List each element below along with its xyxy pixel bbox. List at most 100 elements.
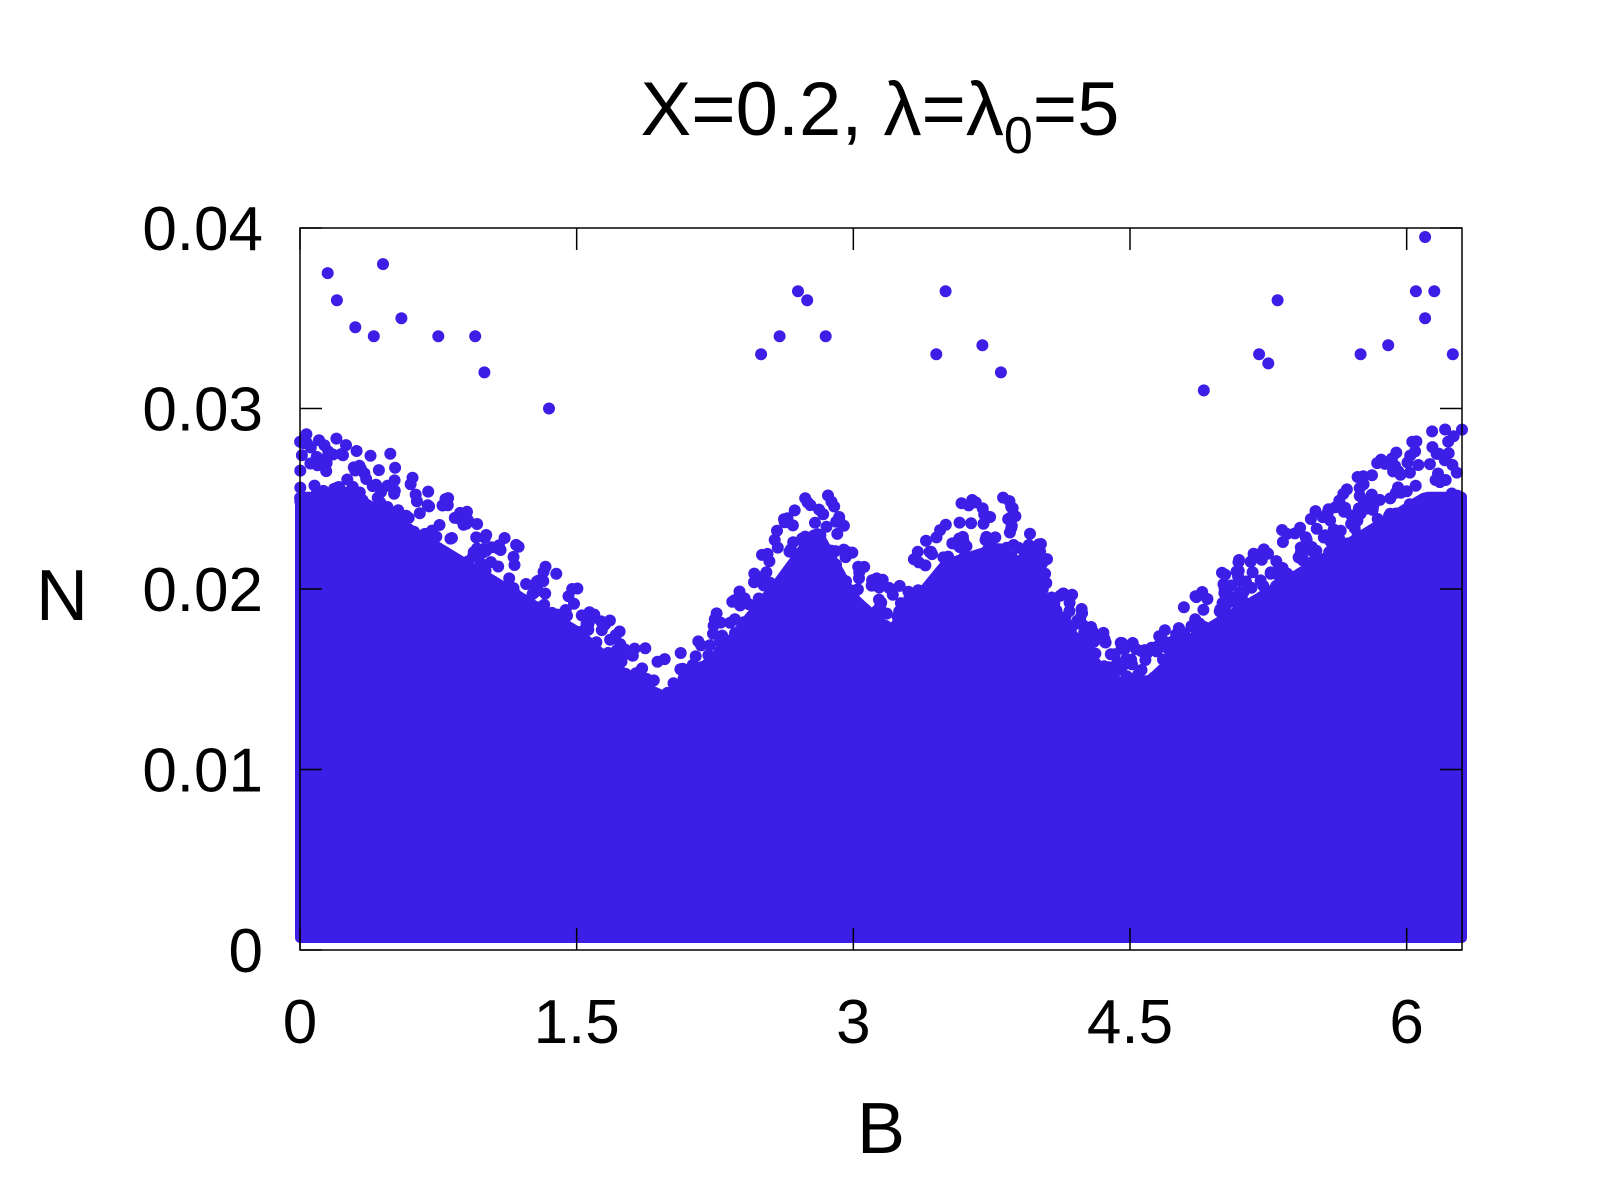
data-point bbox=[316, 487, 329, 500]
outlier-point bbox=[1262, 357, 1275, 370]
data-point bbox=[394, 533, 407, 546]
data-point bbox=[712, 659, 725, 671]
data-point bbox=[1281, 567, 1294, 580]
data-point bbox=[619, 667, 632, 680]
x-tick-label: 1.5 bbox=[534, 988, 620, 1057]
data-point bbox=[639, 642, 652, 655]
data-point bbox=[541, 634, 554, 647]
outlier-point bbox=[1253, 348, 1266, 361]
data-point bbox=[300, 428, 313, 441]
data-point bbox=[1445, 487, 1458, 500]
outlier-point bbox=[1446, 348, 1459, 361]
data-point bbox=[1026, 609, 1039, 622]
data-point bbox=[1235, 598, 1248, 611]
data-point bbox=[1183, 662, 1196, 675]
data-point bbox=[535, 600, 548, 613]
data-point bbox=[1239, 575, 1252, 588]
data-point bbox=[924, 600, 937, 613]
data-point bbox=[745, 612, 758, 625]
data-point bbox=[430, 530, 443, 543]
data-points bbox=[294, 231, 1468, 943]
data-point bbox=[660, 712, 673, 725]
data-point bbox=[615, 655, 628, 668]
data-point bbox=[912, 556, 925, 569]
data-point bbox=[1032, 538, 1045, 551]
data-point bbox=[1334, 524, 1347, 537]
data-point bbox=[371, 541, 384, 554]
data-point bbox=[1013, 596, 1026, 609]
data-point bbox=[1216, 602, 1229, 615]
data-point bbox=[930, 531, 943, 544]
data-point bbox=[1449, 502, 1461, 515]
data-point bbox=[1393, 517, 1406, 529]
data-point bbox=[729, 645, 742, 658]
data-point bbox=[507, 582, 520, 595]
data-point bbox=[605, 659, 618, 672]
data-point bbox=[1448, 526, 1461, 539]
data-point bbox=[1132, 668, 1144, 681]
data-point bbox=[1228, 617, 1241, 630]
data-point bbox=[729, 627, 741, 640]
data-point bbox=[341, 486, 354, 499]
data-point bbox=[631, 697, 644, 710]
data-point bbox=[569, 649, 582, 662]
data-point bbox=[1446, 458, 1459, 471]
data-point bbox=[600, 668, 613, 681]
data-point bbox=[957, 535, 970, 547]
data-point bbox=[1050, 604, 1063, 617]
outlier-point bbox=[994, 366, 1007, 379]
outlier-point bbox=[801, 294, 814, 307]
data-point bbox=[1325, 548, 1338, 561]
data-point bbox=[833, 516, 846, 529]
data-point bbox=[356, 494, 369, 507]
point-cloud-body bbox=[295, 491, 1467, 943]
data-point bbox=[588, 640, 601, 653]
data-point bbox=[1292, 551, 1305, 564]
data-point bbox=[503, 572, 516, 585]
data-point bbox=[526, 609, 539, 622]
data-point bbox=[809, 516, 821, 529]
data-point bbox=[1310, 522, 1323, 535]
data-point bbox=[449, 570, 462, 582]
data-point bbox=[1173, 669, 1186, 682]
data-point bbox=[495, 610, 508, 623]
data-point bbox=[978, 508, 991, 521]
data-point bbox=[322, 529, 335, 542]
data-point bbox=[677, 672, 690, 685]
data-point bbox=[865, 635, 878, 648]
y-tick-label: 0 bbox=[229, 917, 263, 986]
data-point bbox=[1270, 555, 1283, 568]
outlier-point bbox=[330, 294, 343, 307]
data-point bbox=[1403, 498, 1416, 511]
data-point bbox=[1196, 646, 1209, 659]
data-point bbox=[507, 550, 520, 563]
data-point bbox=[865, 579, 878, 592]
data-point bbox=[576, 636, 589, 649]
data-point bbox=[467, 546, 480, 559]
data-point bbox=[672, 683, 685, 696]
data-point bbox=[1351, 528, 1364, 541]
data-point bbox=[1442, 435, 1455, 448]
data-point bbox=[530, 624, 543, 637]
data-point bbox=[961, 580, 974, 593]
data-point bbox=[1012, 541, 1025, 554]
data-point bbox=[461, 505, 473, 518]
data-point bbox=[568, 597, 580, 610]
data-point bbox=[575, 609, 588, 622]
data-point bbox=[757, 579, 770, 592]
data-point bbox=[478, 531, 491, 544]
outlier-point bbox=[543, 402, 555, 415]
data-point bbox=[957, 551, 970, 564]
data-point bbox=[1194, 624, 1207, 637]
x-axis-label: B bbox=[857, 1089, 905, 1169]
data-point bbox=[708, 613, 721, 626]
data-point bbox=[313, 434, 325, 447]
data-point bbox=[1296, 592, 1308, 605]
data-point bbox=[895, 631, 908, 643]
data-point bbox=[1104, 648, 1117, 661]
data-point bbox=[477, 578, 489, 591]
data-point bbox=[1115, 642, 1128, 655]
data-point bbox=[799, 530, 812, 543]
chart-title-suffix: =5 bbox=[1033, 67, 1120, 152]
chart-title-subscript: 0 bbox=[1004, 107, 1033, 165]
